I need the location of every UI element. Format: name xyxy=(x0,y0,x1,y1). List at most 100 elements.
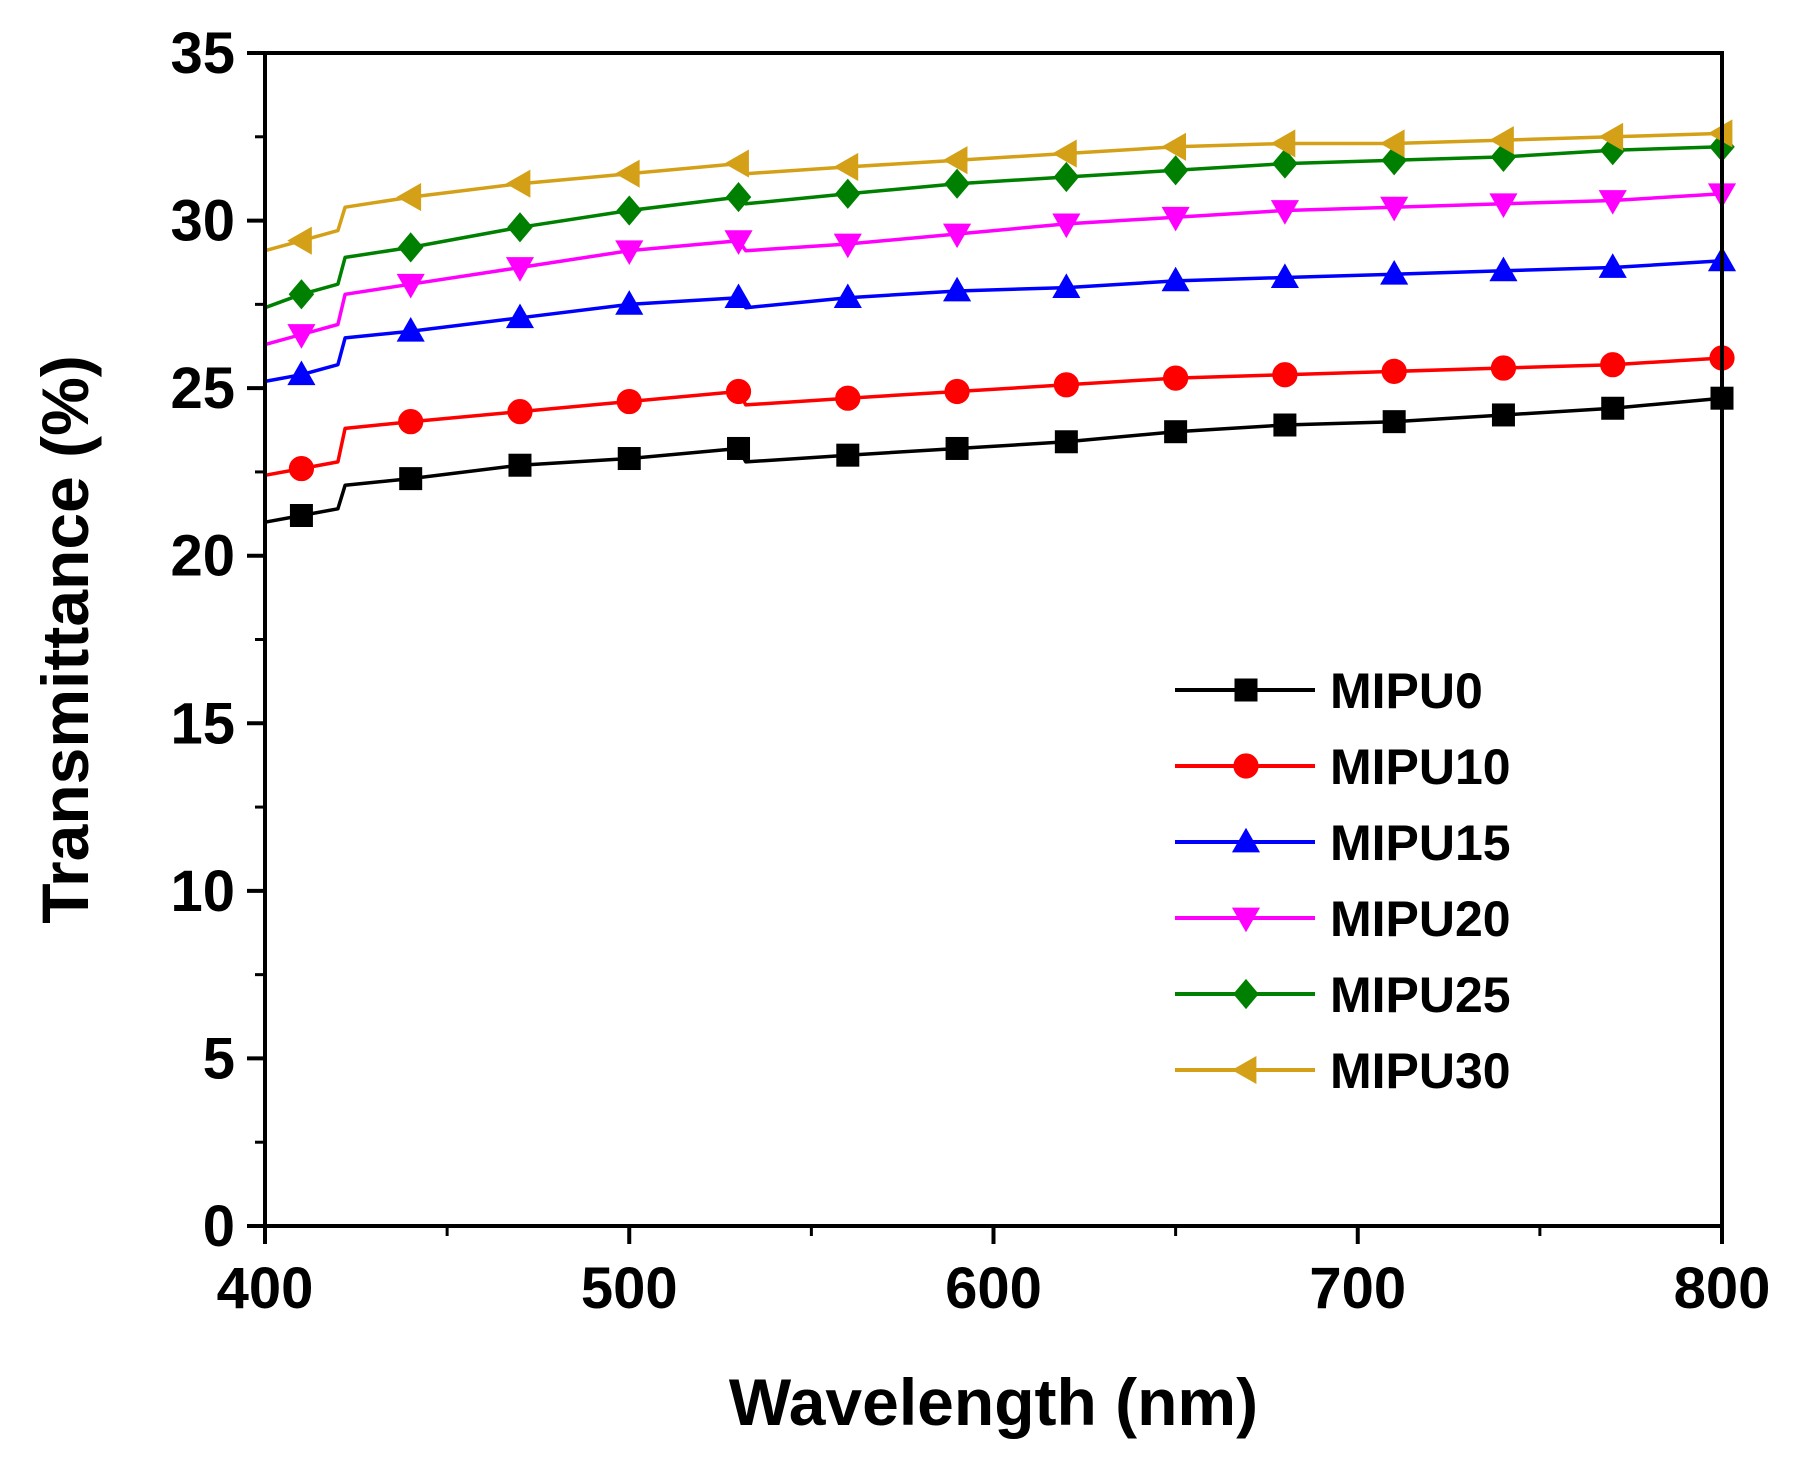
data-point xyxy=(724,283,753,309)
y-tick-label: 30 xyxy=(170,189,235,254)
y-axis-ticks: 0 5 10 15 20 25 30 35 xyxy=(170,21,265,1259)
data-point xyxy=(1161,206,1190,232)
data-point xyxy=(727,436,751,460)
legend-item-MIPU10: MIPU10 xyxy=(1175,739,1511,795)
data-point xyxy=(398,409,424,435)
y-axis-title: Transmittance (%) xyxy=(28,355,102,923)
data-point xyxy=(396,273,425,299)
legend-marker xyxy=(1234,678,1258,702)
data-point xyxy=(724,230,753,255)
data-point xyxy=(1163,365,1189,391)
series-MIPU0 xyxy=(264,386,1734,527)
y-tick-label: 35 xyxy=(170,21,235,86)
data-point xyxy=(1164,420,1188,444)
x-tick-label: 500 xyxy=(581,1256,678,1321)
data-point xyxy=(1380,196,1409,222)
data-point xyxy=(1598,122,1624,151)
data-point xyxy=(615,159,640,188)
y-tick-label: 15 xyxy=(170,691,235,756)
x-axis-title: Wavelength (nm) xyxy=(729,1365,1258,1439)
y-tick-label: 10 xyxy=(170,859,235,924)
series-line-MIPU30 xyxy=(264,131,1723,253)
legend-marker xyxy=(1231,827,1261,853)
series-MIPU15 xyxy=(264,246,1737,386)
data-point xyxy=(615,240,644,265)
legend-item-MIPU0: MIPU0 xyxy=(1175,663,1483,719)
data-point xyxy=(617,447,641,471)
data-point xyxy=(1053,161,1080,193)
data-point xyxy=(1379,129,1405,158)
x-tick-label: 400 xyxy=(217,1256,314,1321)
y-tick-label: 20 xyxy=(170,524,235,589)
legend-item-MIPU15: MIPU15 xyxy=(1175,815,1511,871)
data-point xyxy=(1272,148,1298,179)
data-point xyxy=(945,436,969,460)
data-point xyxy=(833,283,862,309)
series-MIPU10 xyxy=(264,345,1735,482)
data-point xyxy=(1273,413,1297,437)
legend-label: MIPU20 xyxy=(1330,891,1511,947)
data-point xyxy=(1489,126,1514,155)
data-point xyxy=(397,232,424,263)
data-point xyxy=(833,152,859,182)
data-point xyxy=(1490,355,1517,381)
data-point xyxy=(1270,200,1299,225)
legend-item-MIPU20: MIPU20 xyxy=(1175,891,1511,947)
legend-label: MIPU25 xyxy=(1330,967,1511,1023)
legend: MIPU0 MIPU10 MIPU15 MIPU20 MIPU25 MIPU30 xyxy=(1175,663,1511,1099)
data-point xyxy=(724,149,749,178)
y-tick-label: 5 xyxy=(203,1026,235,1091)
data-point xyxy=(1382,410,1406,434)
legend-label: MIPU10 xyxy=(1330,739,1511,795)
legend-label: MIPU0 xyxy=(1330,663,1483,719)
data-point xyxy=(1161,132,1187,161)
series-line-MIPU20 xyxy=(264,192,1723,347)
data-point xyxy=(288,279,315,310)
data-point xyxy=(1270,263,1299,288)
data-point xyxy=(835,385,861,411)
data-point xyxy=(944,378,970,405)
data-point xyxy=(1601,396,1625,420)
y-tick-label: 25 xyxy=(170,356,235,421)
legend-marker xyxy=(1233,753,1259,779)
series-line-MIPU0 xyxy=(264,396,1723,524)
legend-marker xyxy=(1231,907,1261,933)
data-point xyxy=(396,316,425,342)
data-point xyxy=(507,212,533,243)
data-point xyxy=(287,360,316,386)
data-point xyxy=(396,183,422,212)
data-point xyxy=(399,467,423,491)
plot-area xyxy=(264,119,1737,527)
legend-marker xyxy=(1233,978,1259,1010)
x-axis-ticks: 400 500 600 700 800 xyxy=(217,1226,1771,1321)
y-tick-label: 0 xyxy=(203,1194,235,1259)
data-point xyxy=(725,182,752,213)
x-tick-label: 600 xyxy=(945,1256,1042,1321)
legend-marker xyxy=(1231,1055,1257,1085)
series-line-MIPU10 xyxy=(264,356,1723,478)
data-point xyxy=(1489,193,1518,219)
data-point xyxy=(1600,352,1626,378)
x-tick-label: 800 xyxy=(1674,1256,1771,1321)
data-point xyxy=(289,503,313,527)
legend-item-MIPU25: MIPU25 xyxy=(1175,967,1511,1023)
data-point xyxy=(1052,139,1077,168)
series-line-MIPU25 xyxy=(264,145,1723,310)
data-point xyxy=(507,399,533,425)
data-point xyxy=(835,178,861,209)
data-point xyxy=(1598,190,1627,215)
data-point xyxy=(1270,129,1296,158)
data-point xyxy=(942,146,968,175)
data-point xyxy=(1381,358,1407,384)
data-point xyxy=(1161,266,1190,292)
data-point xyxy=(1491,403,1515,427)
data-point xyxy=(1598,253,1627,278)
legend-label: MIPU30 xyxy=(1330,1043,1511,1099)
data-point xyxy=(615,290,644,315)
data-point xyxy=(1054,430,1078,454)
data-point xyxy=(725,378,752,405)
data-point xyxy=(1380,259,1409,285)
data-point xyxy=(1053,372,1079,398)
data-point xyxy=(616,195,643,226)
